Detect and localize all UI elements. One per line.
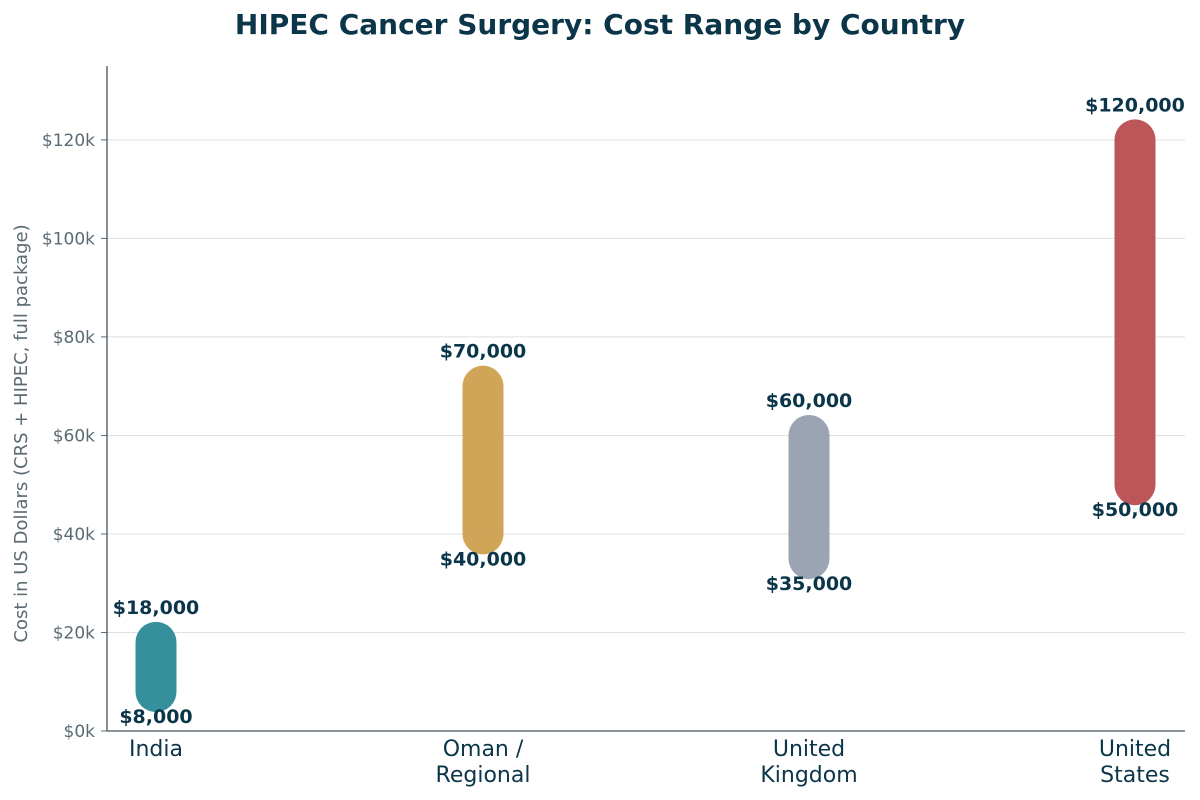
range-bars xyxy=(135,119,1156,713)
y-tick-label: $60k xyxy=(53,426,95,446)
y-tick-label: $40k xyxy=(53,525,95,545)
range-bar-1 xyxy=(462,365,504,555)
low-value-label: $8,000 xyxy=(119,706,192,728)
low-value-label: $35,000 xyxy=(766,573,853,595)
range-bar-2 xyxy=(788,414,830,580)
y-tick-label: $120k xyxy=(42,131,95,151)
range-bar-0 xyxy=(135,621,177,713)
x-category-label: United xyxy=(1099,737,1171,762)
x-category-label: Kingdom xyxy=(760,763,857,788)
high-value-label: $70,000 xyxy=(440,341,527,363)
chart-title: HIPEC Cancer Surgery: Cost Range by Coun… xyxy=(234,8,966,41)
axes: $0k $20k $40k $60k $80k $100k $120k Cost in US … xyxy=(11,66,1185,742)
x-category-label: Regional xyxy=(436,763,531,788)
y-tick-label: $80k xyxy=(53,328,95,348)
high-value-label: $18,000 xyxy=(113,597,200,619)
low-value-label: $50,000 xyxy=(1092,499,1179,521)
low-value-label: $40,000 xyxy=(440,548,527,570)
range-bar-3 xyxy=(1114,119,1156,506)
y-tick-label: $100k xyxy=(42,229,95,249)
y-tick-label: $20k xyxy=(53,623,95,643)
y-tick-label: $0k xyxy=(64,722,96,742)
x-category-label: India xyxy=(129,737,183,762)
labels: $18,000 $8,000 India $70,000 $40,000 Oman /Re… xyxy=(113,94,1185,788)
x-category-label: States xyxy=(1100,763,1170,788)
x-category-label: United xyxy=(773,737,845,762)
x-category-label: Oman / xyxy=(443,737,524,762)
high-value-label: $60,000 xyxy=(766,390,853,412)
grid-lines xyxy=(107,139,1185,633)
y-axis-title: Cost in US Dollars (CRS + HIPEC, full pa… xyxy=(11,224,32,642)
high-value-label: $120,000 xyxy=(1085,94,1185,116)
